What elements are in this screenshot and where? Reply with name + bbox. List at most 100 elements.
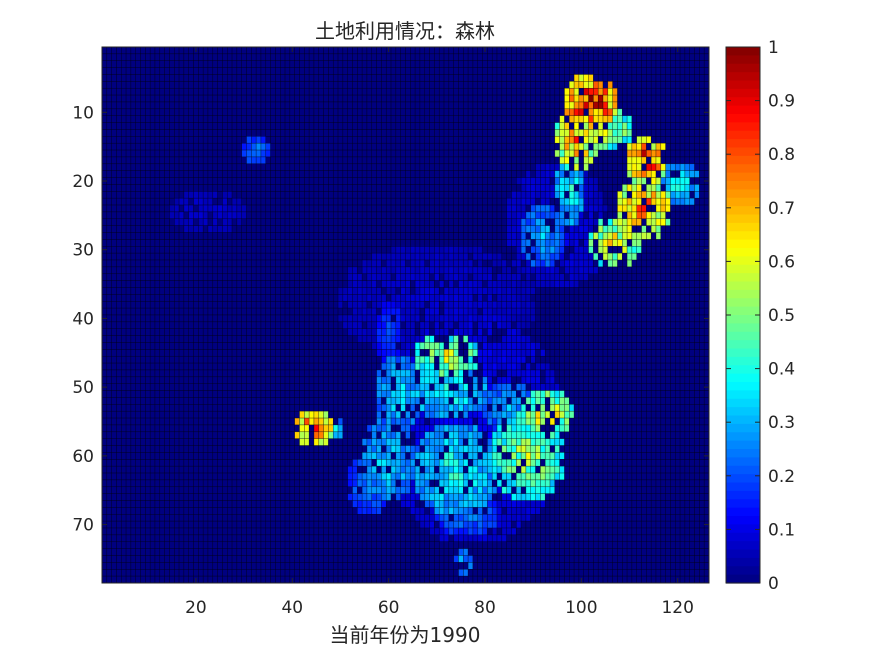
heatmap-cell	[540, 74, 546, 82]
heatmap-cell	[617, 177, 623, 185]
heatmap-cell	[217, 170, 223, 178]
heatmap-cell	[130, 239, 136, 247]
heatmap-cell	[289, 314, 295, 323]
heatmap-cell	[111, 184, 117, 192]
heatmap-cell	[414, 273, 421, 281]
heatmap-cell	[106, 184, 112, 192]
heatmap-cell	[665, 170, 671, 178]
heatmap-cell	[183, 163, 189, 171]
heatmap-cell	[631, 101, 637, 110]
heatmap-cell	[535, 280, 541, 288]
heatmap-cell	[246, 314, 252, 323]
heatmap-cell	[414, 142, 421, 151]
heatmap-cell	[665, 191, 671, 199]
heatmap-cell	[482, 218, 488, 226]
heatmap-cell	[371, 287, 377, 295]
heatmap-cell	[650, 177, 657, 185]
heatmap-cell	[400, 142, 406, 151]
heatmap-cell	[357, 94, 363, 103]
heatmap-cell	[410, 136, 416, 144]
heatmap-cell	[419, 74, 426, 82]
heatmap-cell	[564, 177, 570, 185]
heatmap-cell	[684, 184, 690, 192]
heatmap-cell	[270, 191, 276, 199]
heatmap-cell	[703, 115, 710, 123]
heatmap-cell	[675, 294, 681, 302]
heatmap-cell	[313, 191, 320, 199]
heatmap-cell	[145, 280, 151, 288]
heatmap-cell	[434, 204, 440, 213]
heatmap-cell	[588, 280, 594, 288]
heatmap-cell	[665, 163, 671, 171]
heatmap-cell	[429, 163, 435, 171]
heatmap-cell	[530, 246, 536, 254]
heatmap-cell	[458, 259, 464, 268]
heatmap-cell	[419, 108, 426, 116]
heatmap-cell	[535, 225, 541, 233]
heatmap-cell	[554, 184, 560, 192]
heatmap-cell	[212, 170, 218, 178]
heatmap-cell	[381, 259, 387, 268]
heatmap-cell	[385, 108, 392, 116]
heatmap-cell	[622, 232, 628, 240]
heatmap-cell	[583, 149, 589, 158]
heatmap-cell	[612, 108, 618, 116]
heatmap-cell	[631, 177, 637, 185]
heatmap-cell	[361, 273, 368, 281]
heatmap-cell	[183, 129, 189, 137]
heatmap-cell	[491, 67, 498, 75]
heatmap-cell	[405, 163, 411, 171]
heatmap-cell	[564, 246, 570, 254]
heatmap-cell	[251, 252, 257, 261]
heatmap-cell	[487, 191, 493, 199]
heatmap-cell	[130, 129, 136, 137]
heatmap-cell	[159, 115, 165, 123]
heatmap-cell	[304, 307, 310, 316]
heatmap-cell	[511, 87, 517, 96]
heatmap-cell	[419, 129, 426, 137]
heatmap-cell	[530, 252, 536, 261]
heatmap-cell	[626, 122, 633, 130]
heatmap-cell	[212, 273, 218, 281]
heatmap-cell	[145, 287, 151, 295]
heatmap-cell	[376, 225, 382, 233]
heatmap-cell	[265, 239, 271, 247]
heatmap-cell	[501, 184, 507, 192]
heatmap-cell	[366, 280, 373, 288]
heatmap-cell	[328, 307, 334, 316]
heatmap-cell	[617, 101, 623, 110]
heatmap-cell	[530, 163, 536, 171]
heatmap-cell	[366, 67, 373, 75]
heatmap-cell	[390, 94, 397, 103]
heatmap-cell	[154, 232, 161, 240]
heatmap-cell	[544, 280, 551, 288]
heatmap-cell	[265, 314, 271, 323]
heatmap-cell	[275, 163, 281, 171]
heatmap-cell	[193, 136, 199, 144]
heatmap-cell	[463, 197, 469, 206]
heatmap-cell	[304, 122, 310, 130]
heatmap-cell	[318, 232, 324, 240]
heatmap-cell	[231, 67, 238, 75]
heatmap-cell	[569, 170, 575, 178]
heatmap-cell	[516, 191, 522, 199]
heatmap-cell	[255, 170, 262, 178]
heatmap-cell	[231, 81, 238, 89]
heatmap-cell	[631, 280, 637, 288]
heatmap-cell	[121, 149, 127, 158]
heatmap-cell	[116, 232, 122, 240]
heatmap-cell	[540, 204, 546, 213]
heatmap-cell	[159, 149, 165, 158]
heatmap-cell	[617, 108, 623, 116]
heatmap-cell	[448, 136, 454, 144]
heatmap-cell	[641, 87, 647, 96]
heatmap-cell	[116, 273, 122, 281]
heatmap-cell	[458, 81, 464, 89]
heatmap-cell	[294, 252, 300, 261]
heatmap-cell	[631, 46, 637, 55]
heatmap-cell	[159, 177, 165, 185]
heatmap-cell	[405, 184, 411, 192]
heatmap-cell	[650, 232, 657, 240]
heatmap-cell	[636, 53, 642, 61]
heatmap-cell	[289, 273, 295, 281]
